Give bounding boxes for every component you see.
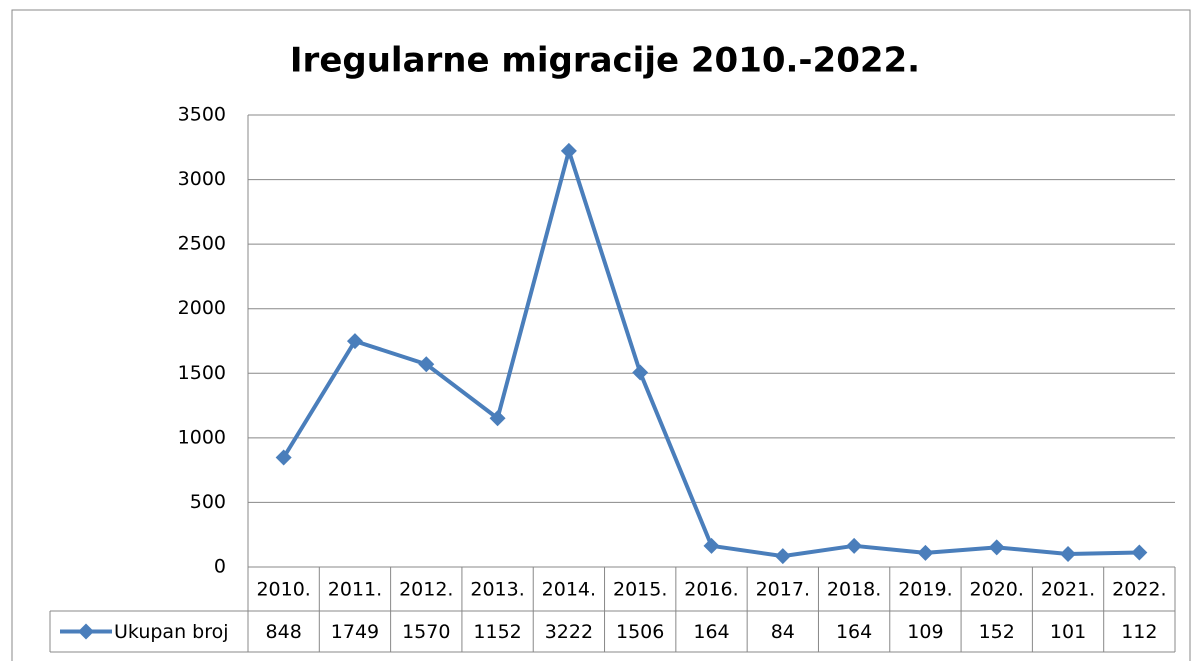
table-value: 1152 — [473, 621, 521, 643]
table-value: 164 — [836, 621, 872, 643]
y-tick-label: 3000 — [178, 168, 226, 190]
x-tick-label: 2020. — [970, 579, 1024, 601]
data-point — [703, 537, 720, 554]
y-tick-label: 500 — [190, 491, 226, 513]
chart-title: Iregularne migracije 2010.-2022. — [290, 41, 920, 81]
table-value: 109 — [907, 621, 943, 643]
y-tick-label: 1500 — [178, 362, 226, 384]
data-point — [275, 449, 292, 466]
table-value: 1749 — [331, 621, 379, 643]
x-tick-label: 2017. — [756, 579, 810, 601]
y-tick-label: 3500 — [178, 104, 226, 126]
x-tick-label: 2015. — [613, 579, 667, 601]
x-tick-label: 2012. — [399, 579, 453, 601]
data-point — [917, 544, 934, 561]
data-point — [774, 548, 791, 565]
data-point — [1131, 544, 1148, 561]
y-tick-label: 2000 — [178, 297, 226, 319]
x-tick-label: 2022. — [1112, 579, 1166, 601]
table-value: 3222 — [545, 621, 593, 643]
data-point — [846, 537, 863, 554]
chart-border — [11, 9, 1191, 661]
x-tick-label: 2013. — [470, 579, 524, 601]
table-value: 1506 — [616, 621, 664, 643]
table-value: 848 — [266, 621, 302, 643]
data-point — [418, 356, 435, 373]
x-tick-label: 2011. — [328, 579, 382, 601]
data-point — [1060, 545, 1077, 562]
table-value: 112 — [1121, 621, 1157, 643]
x-tick-label: 2014. — [542, 579, 596, 601]
data-point — [560, 142, 577, 159]
legend-marker — [78, 623, 94, 640]
x-tick-label: 2021. — [1041, 579, 1095, 601]
y-tick-label: 1000 — [178, 426, 226, 448]
data-point — [489, 410, 506, 427]
x-tick-label: 2018. — [827, 579, 881, 601]
x-tick-label: 2010. — [256, 579, 310, 601]
y-tick-label: 0 — [214, 556, 226, 578]
table-value: 84 — [771, 621, 795, 643]
data-point — [632, 364, 649, 381]
table-value: 164 — [693, 621, 729, 643]
x-tick-label: 2019. — [898, 579, 952, 601]
data-point — [346, 333, 363, 350]
y-tick-label: 2500 — [178, 233, 226, 255]
table-value: 101 — [1050, 621, 1086, 643]
table-value: 152 — [979, 621, 1015, 643]
table-value: 1570 — [402, 621, 450, 643]
data-point — [988, 539, 1005, 556]
legend-label: Ukupan broj — [114, 621, 229, 643]
series-line — [281, 148, 1140, 559]
x-tick-label: 2016. — [684, 579, 738, 601]
